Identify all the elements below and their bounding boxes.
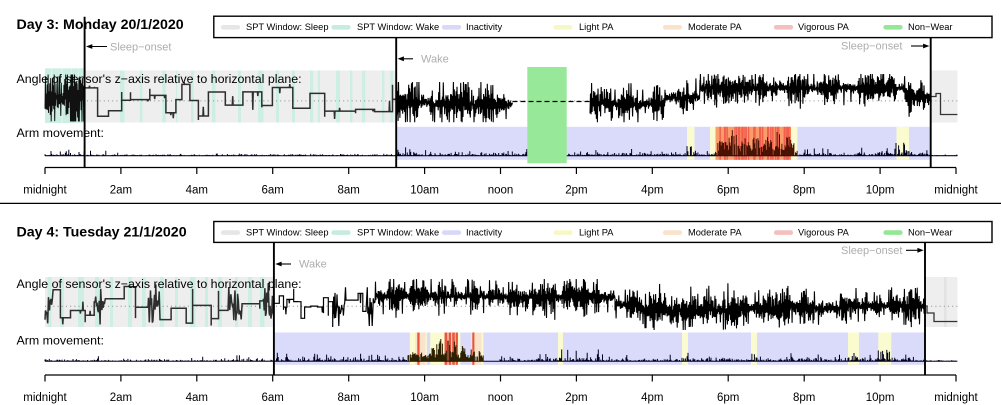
svg-text:Non−Wear: Non−Wear — [908, 22, 953, 32]
svg-text:4am: 4am — [186, 185, 208, 197]
svg-text:2pm: 2pm — [565, 185, 587, 197]
svg-text:6pm: 6pm — [717, 392, 739, 404]
svg-text:noon: noon — [488, 392, 514, 404]
svg-text:Vigorous PA: Vigorous PA — [798, 22, 850, 32]
svg-text:Moderate PA: Moderate PA — [688, 22, 742, 32]
svg-text:8pm: 8pm — [793, 392, 815, 404]
svg-text:2am: 2am — [110, 392, 132, 404]
svg-text:Light PA: Light PA — [579, 228, 614, 238]
svg-text:10am: 10am — [410, 185, 439, 197]
svg-text:4am: 4am — [186, 392, 208, 404]
svg-text:Light PA: Light PA — [579, 22, 614, 32]
svg-text:Inactivity: Inactivity — [466, 228, 503, 238]
svg-text:4pm: 4pm — [641, 185, 663, 197]
svg-text:SPT Window: Wake: SPT Window: Wake — [357, 228, 439, 238]
svg-text:midnight: midnight — [934, 392, 978, 404]
svg-text:Arm movement:: Arm movement: — [17, 126, 104, 140]
svg-text:10pm: 10pm — [866, 185, 895, 197]
svg-text:SPT Window: Wake: SPT Window: Wake — [357, 22, 439, 32]
svg-text:midnight: midnight — [934, 185, 978, 197]
svg-text:Angle of sensor's z−axis relat: Angle of sensor's z−axis relative to hor… — [17, 277, 302, 291]
svg-text:8pm: 8pm — [793, 185, 815, 197]
svg-text:Sleep−onset: Sleep−onset — [841, 41, 902, 53]
svg-text:2pm: 2pm — [565, 392, 587, 404]
svg-text:Non−Wear: Non−Wear — [908, 228, 953, 238]
svg-text:Inactivity: Inactivity — [466, 22, 503, 32]
svg-text:midnight: midnight — [23, 185, 67, 197]
svg-text:2am: 2am — [110, 185, 132, 197]
svg-text:Wake: Wake — [299, 259, 327, 271]
svg-text:Angle of sensor's z−axis relat: Angle of sensor's z−axis relative to hor… — [17, 72, 302, 86]
svg-text:Day 4: Tuesday 21/1/2020: Day 4: Tuesday 21/1/2020 — [17, 224, 187, 240]
svg-text:Moderate PA: Moderate PA — [688, 228, 742, 238]
svg-text:midnight: midnight — [23, 392, 67, 404]
svg-text:SPT Window: Sleep: SPT Window: Sleep — [246, 228, 329, 238]
svg-text:10pm: 10pm — [866, 392, 895, 404]
svg-text:noon: noon — [488, 185, 514, 197]
svg-text:Arm movement:: Arm movement: — [17, 334, 104, 348]
svg-text:8am: 8am — [338, 392, 360, 404]
svg-text:Sleep−onset: Sleep−onset — [110, 41, 171, 53]
svg-text:8am: 8am — [338, 185, 360, 197]
svg-text:Vigorous PA: Vigorous PA — [798, 228, 850, 238]
svg-text:Wake: Wake — [421, 53, 449, 65]
svg-text:6pm: 6pm — [717, 185, 739, 197]
svg-text:6am: 6am — [262, 185, 284, 197]
svg-text:4pm: 4pm — [641, 392, 663, 404]
svg-text:Day 3: Monday 20/1/2020: Day 3: Monday 20/1/2020 — [17, 17, 184, 33]
svg-text:6am: 6am — [262, 392, 284, 404]
svg-text:SPT Window: Sleep: SPT Window: Sleep — [246, 22, 329, 32]
svg-text:Sleep−onset: Sleep−onset — [841, 245, 902, 257]
svg-text:10am: 10am — [410, 392, 439, 404]
